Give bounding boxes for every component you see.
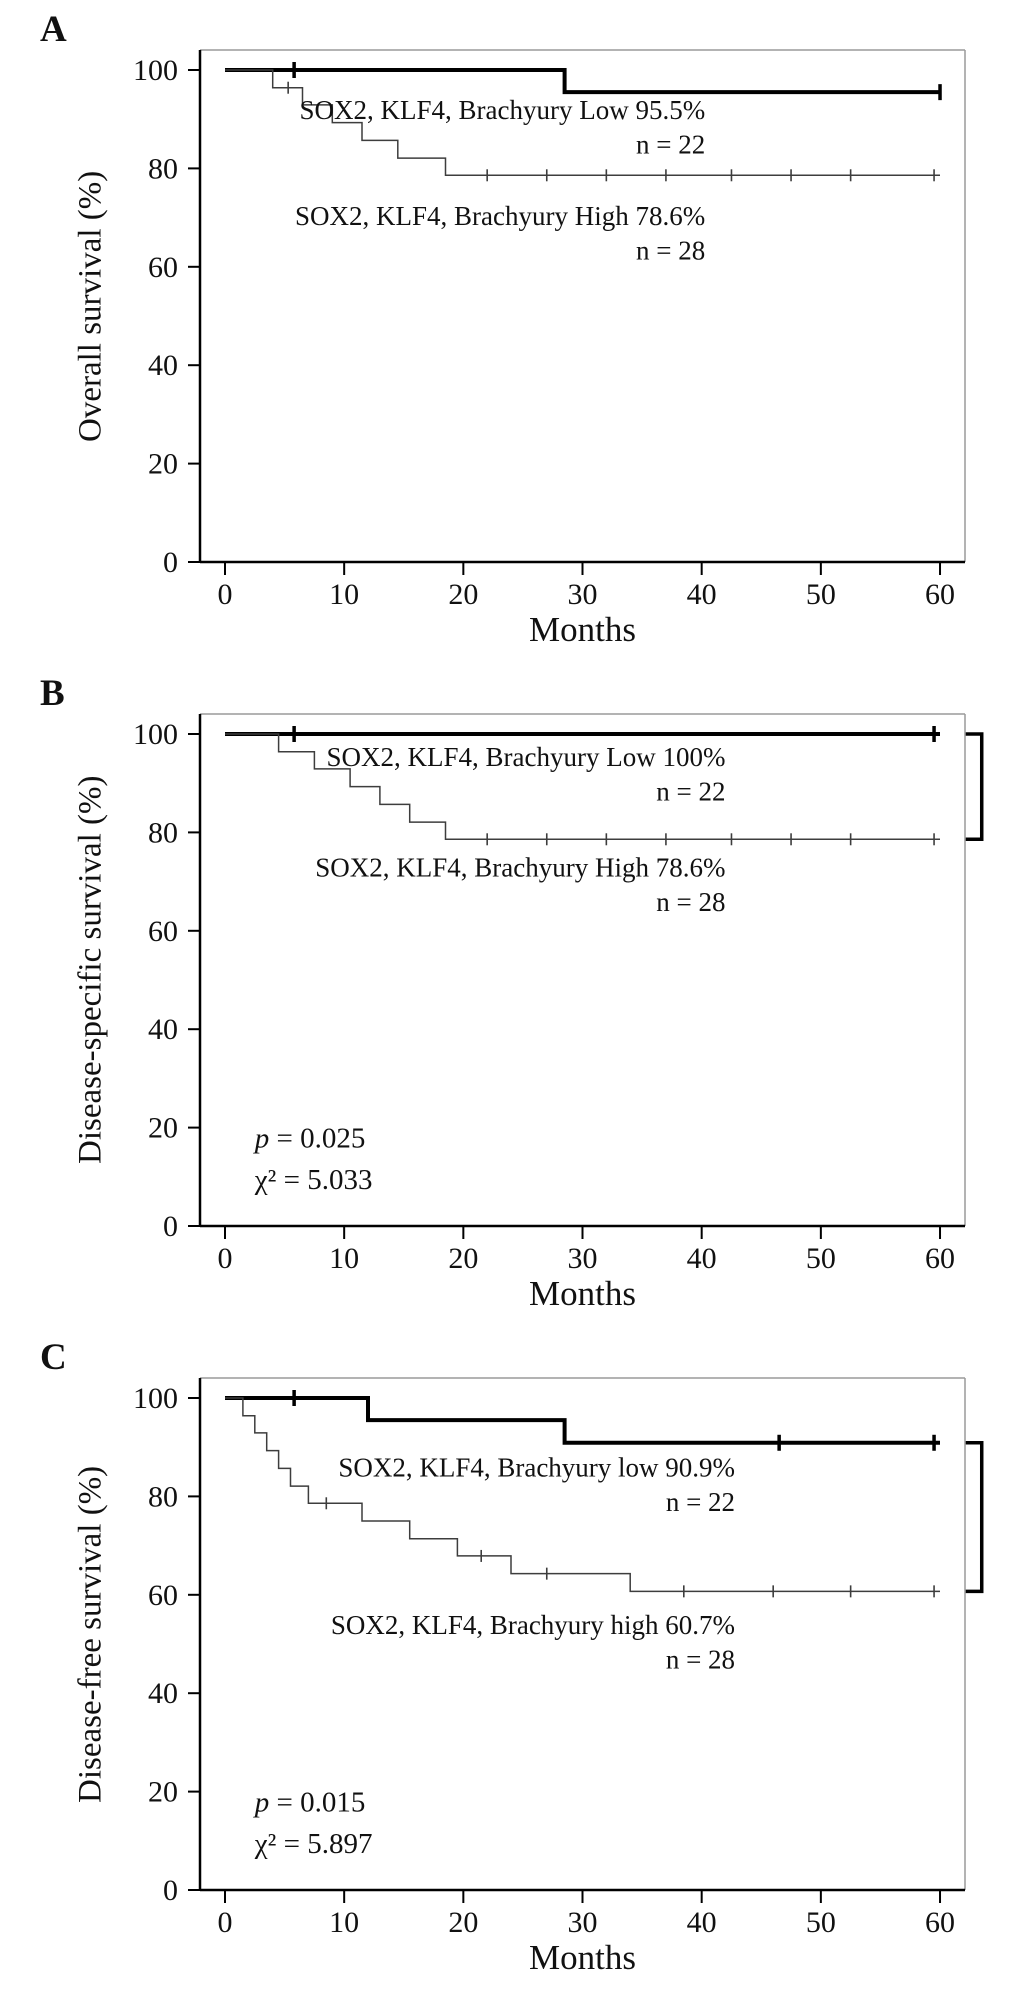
x-tick-label: 60	[925, 1906, 955, 1939]
x-tick-label: 10	[329, 1242, 359, 1275]
stat-p-symbol: p	[253, 1786, 269, 1818]
y-tick-label: 40	[148, 1013, 178, 1046]
curve-annotation: SOX2, KLF4, Brachyury High 78.6%	[295, 201, 705, 231]
stat-text: p = 0.015	[253, 1786, 366, 1818]
x-tick-label: 20	[448, 578, 478, 611]
curve-annotation: n = 22	[636, 130, 705, 160]
x-tick-label: 10	[329, 578, 359, 611]
y-tick-label: 80	[148, 1480, 178, 1513]
y-tick-label: 100	[133, 718, 178, 751]
x-tick-label: 50	[806, 1242, 836, 1275]
survival-curve-high-group	[225, 1397, 940, 1593]
y-tick-label: 60	[148, 251, 178, 284]
survival-curve-high-group	[225, 69, 940, 177]
curve-annotation: SOX2, KLF4, Brachyury Low 100%	[327, 742, 726, 772]
comparison-bracket	[965, 1441, 984, 1594]
stat-value: = 0.015	[269, 1786, 365, 1818]
panel-a: A Overall survival (%) 0 20 40 60 80 100 0 10 20…	[0, 0, 1033, 664]
x-tick-label: 40	[687, 578, 717, 611]
comparison-bracket	[965, 732, 984, 842]
y-tick-label: 40	[148, 349, 178, 382]
x-tick-label: 50	[806, 578, 836, 611]
x-axis-title-months-a: Months	[529, 610, 636, 649]
y-tick-label: 20	[148, 448, 178, 481]
y-tick-label: 80	[148, 816, 178, 849]
panel-letter-c: C	[40, 1337, 67, 1378]
curve-annotation: SOX2, KLF4, Brachyury High 78.6%	[315, 853, 725, 883]
y-axis-title-disease-free-survival: Disease-free survival (%)	[72, 1465, 109, 1803]
km-chart-overall-survival: 0 20 40 60 80 100 0 10 20 30 40 50 60 SOX2, KLF4, Bra…	[133, 49, 966, 611]
curve-annotation: n = 28	[666, 1645, 735, 1675]
x-tick-label: 20	[448, 1906, 478, 1939]
x-tick-label: 50	[806, 1906, 836, 1939]
survival-curve-high-group	[225, 733, 940, 841]
km-chart-disease-free-survival: 0 20 40 60 80 100 0 10 20 30 40 50 60 SOX2, KLF4, Bra…	[133, 1377, 984, 1939]
x-tick-label: 20	[448, 1242, 478, 1275]
curve-annotation: n = 28	[636, 235, 705, 265]
stat-value: = 0.025	[269, 1122, 365, 1154]
x-axis-title-months-c: Months	[529, 1938, 636, 1977]
x-tick-label: 30	[568, 1242, 598, 1275]
curve-annotation: n = 28	[656, 887, 725, 917]
y-tick-label: 0	[163, 546, 178, 579]
curve-annotation: n = 22	[666, 1487, 735, 1517]
y-tick-label: 40	[148, 1677, 178, 1710]
y-tick-label: 60	[148, 915, 178, 948]
curve-annotation: SOX2, KLF4, Brachyury low 90.9%	[338, 1453, 735, 1483]
y-tick-label: 60	[148, 1579, 178, 1612]
survival-curve-low-group	[225, 1396, 940, 1445]
x-tick-label: 30	[568, 1906, 598, 1939]
y-tick-label: 100	[133, 54, 178, 87]
x-tick-label: 40	[687, 1242, 717, 1275]
panel-c: C Disease-free survival (%) 0 20 40 60 80 100…	[0, 1328, 1033, 1994]
y-tick-label: 0	[163, 1210, 178, 1243]
panel-b: B Disease-specific survival (%) 0 20 40 60 8…	[0, 664, 1033, 1328]
stat-text: χ² = 5.033	[254, 1164, 373, 1196]
x-axis-title-months-b: Months	[529, 1274, 636, 1313]
stat-text: χ² = 5.897	[254, 1828, 373, 1860]
survival-curve-low-group	[225, 68, 940, 95]
panel-letter-a: A	[40, 9, 67, 50]
x-tick-label: 60	[925, 578, 955, 611]
curve-annotation: n = 22	[656, 776, 725, 806]
stat-p-symbol: p	[253, 1122, 269, 1154]
km-chart-disease-specific-survival: 0 20 40 60 80 100 0 10 20 30 40 50 60 SOX2, KLF4, Bra…	[133, 713, 984, 1275]
x-tick-label: 40	[687, 1906, 717, 1939]
y-tick-label: 20	[148, 1112, 178, 1145]
curve-annotation: SOX2, KLF4, Brachyury Low 95.5%	[300, 95, 706, 125]
curve-annotation: SOX2, KLF4, Brachyury high 60.7%	[331, 1610, 735, 1640]
x-tick-label: 0	[218, 1242, 233, 1275]
x-tick-label: 0	[218, 1906, 233, 1939]
panel-letter-b: B	[40, 673, 65, 714]
y-tick-label: 0	[163, 1874, 178, 1907]
y-tick-label: 80	[148, 152, 178, 185]
y-tick-label: 100	[133, 1382, 178, 1415]
y-axis-title-disease-specific-survival: Disease-specific survival (%)	[72, 775, 109, 1165]
y-axis-title-overall-survival: Overall survival (%)	[72, 170, 109, 442]
x-tick-label: 10	[329, 1906, 359, 1939]
x-tick-label: 0	[218, 578, 233, 611]
x-tick-label: 30	[568, 578, 598, 611]
stat-text: p = 0.025	[253, 1122, 366, 1154]
y-tick-label: 20	[148, 1776, 178, 1809]
x-tick-label: 60	[925, 1242, 955, 1275]
